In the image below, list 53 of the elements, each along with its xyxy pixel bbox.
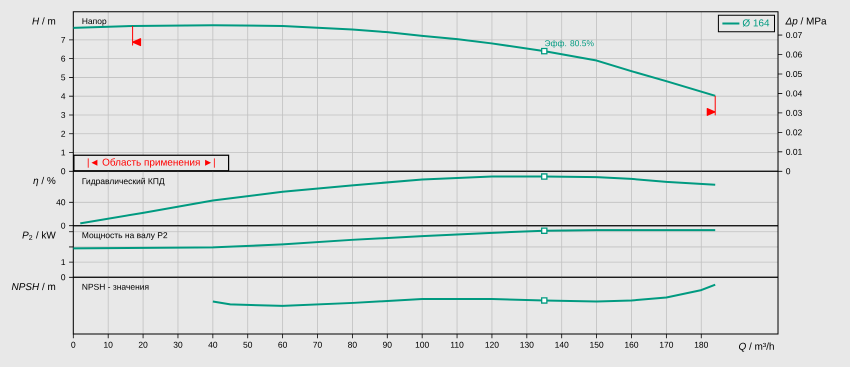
y2-tick-label: 0.05 <box>786 70 802 77</box>
annotation: Эфф. 80.5% <box>544 40 594 48</box>
y-tick-label: 5 <box>61 74 66 80</box>
x-tick-label: 90 <box>382 342 392 348</box>
x-tick-label: 50 <box>243 342 252 348</box>
x-tick-label: 60 <box>278 342 287 348</box>
y-tick-label: 0 <box>61 274 66 280</box>
x-tick-label: 10 <box>104 342 113 348</box>
y-tick-label: 3 <box>61 112 66 118</box>
x-tick-label: 100 <box>416 342 429 348</box>
x-axis-title: Q / m³/h <box>738 342 774 352</box>
y-tick-label: 40 <box>56 199 66 206</box>
y2-tick-label: 0.07 <box>786 32 802 38</box>
x-tick-label: 40 <box>208 342 218 348</box>
y2-tick-label: 0.01 <box>786 148 802 155</box>
y2-axis-title: Δp / MPa <box>785 17 827 27</box>
x-tick-label: 110 <box>450 342 464 348</box>
y-axis-title: NPSH / m <box>12 282 56 290</box>
y-axis-title: H / m <box>32 17 56 25</box>
y2-tick-label: 0.02 <box>786 129 802 136</box>
y2-tick-label: 0.03 <box>786 110 802 116</box>
chart-title: NPSH - значения <box>82 284 148 290</box>
x-tick-label: 70 <box>313 342 322 348</box>
x-tick-label: 0 <box>71 342 76 348</box>
line-series <box>72 229 716 250</box>
x-tick-label: 130 <box>520 342 534 348</box>
y2-tick-label: 0.06 <box>786 52 802 58</box>
x-tick-label: 30 <box>174 342 182 348</box>
x-tick-label: 80 <box>348 342 357 348</box>
y-tick-label: 1 <box>61 259 66 266</box>
text: Гидравлический КПД <box>82 178 164 186</box>
legend-label: Ø 164 <box>742 19 770 27</box>
x-tick-label: 120 <box>486 342 499 348</box>
annotation: |◄ Область применения ►| <box>88 158 215 168</box>
x-tick-label: 150 <box>590 342 604 348</box>
y-tick-label: 7 <box>61 36 66 43</box>
text: Мощность на валу P2 <box>82 232 168 240</box>
x-tick-label: 20 <box>138 342 148 348</box>
y-tick-label: 0 <box>61 222 66 229</box>
y-tick-label: 4 <box>61 93 66 100</box>
x-tick-label: 140 <box>555 342 568 348</box>
y-axis-title: η / % <box>33 176 56 186</box>
x-tick-label: 160 <box>625 342 638 348</box>
y2-tick-label: 0.04 <box>786 90 802 96</box>
x-tick-label: 170 <box>660 342 674 348</box>
y-tick-label: 1 <box>61 150 66 156</box>
y-tick-label: 6 <box>61 56 66 62</box>
y-axis-title: P$_{2}$ / kW <box>22 231 56 240</box>
y-tick-label: 0 <box>61 168 66 174</box>
y-tick-label: 2 <box>61 130 66 137</box>
x-tick-label: 180 <box>694 342 708 348</box>
y2-tick-label: 0 <box>786 168 790 174</box>
text: Напор <box>82 18 106 26</box>
